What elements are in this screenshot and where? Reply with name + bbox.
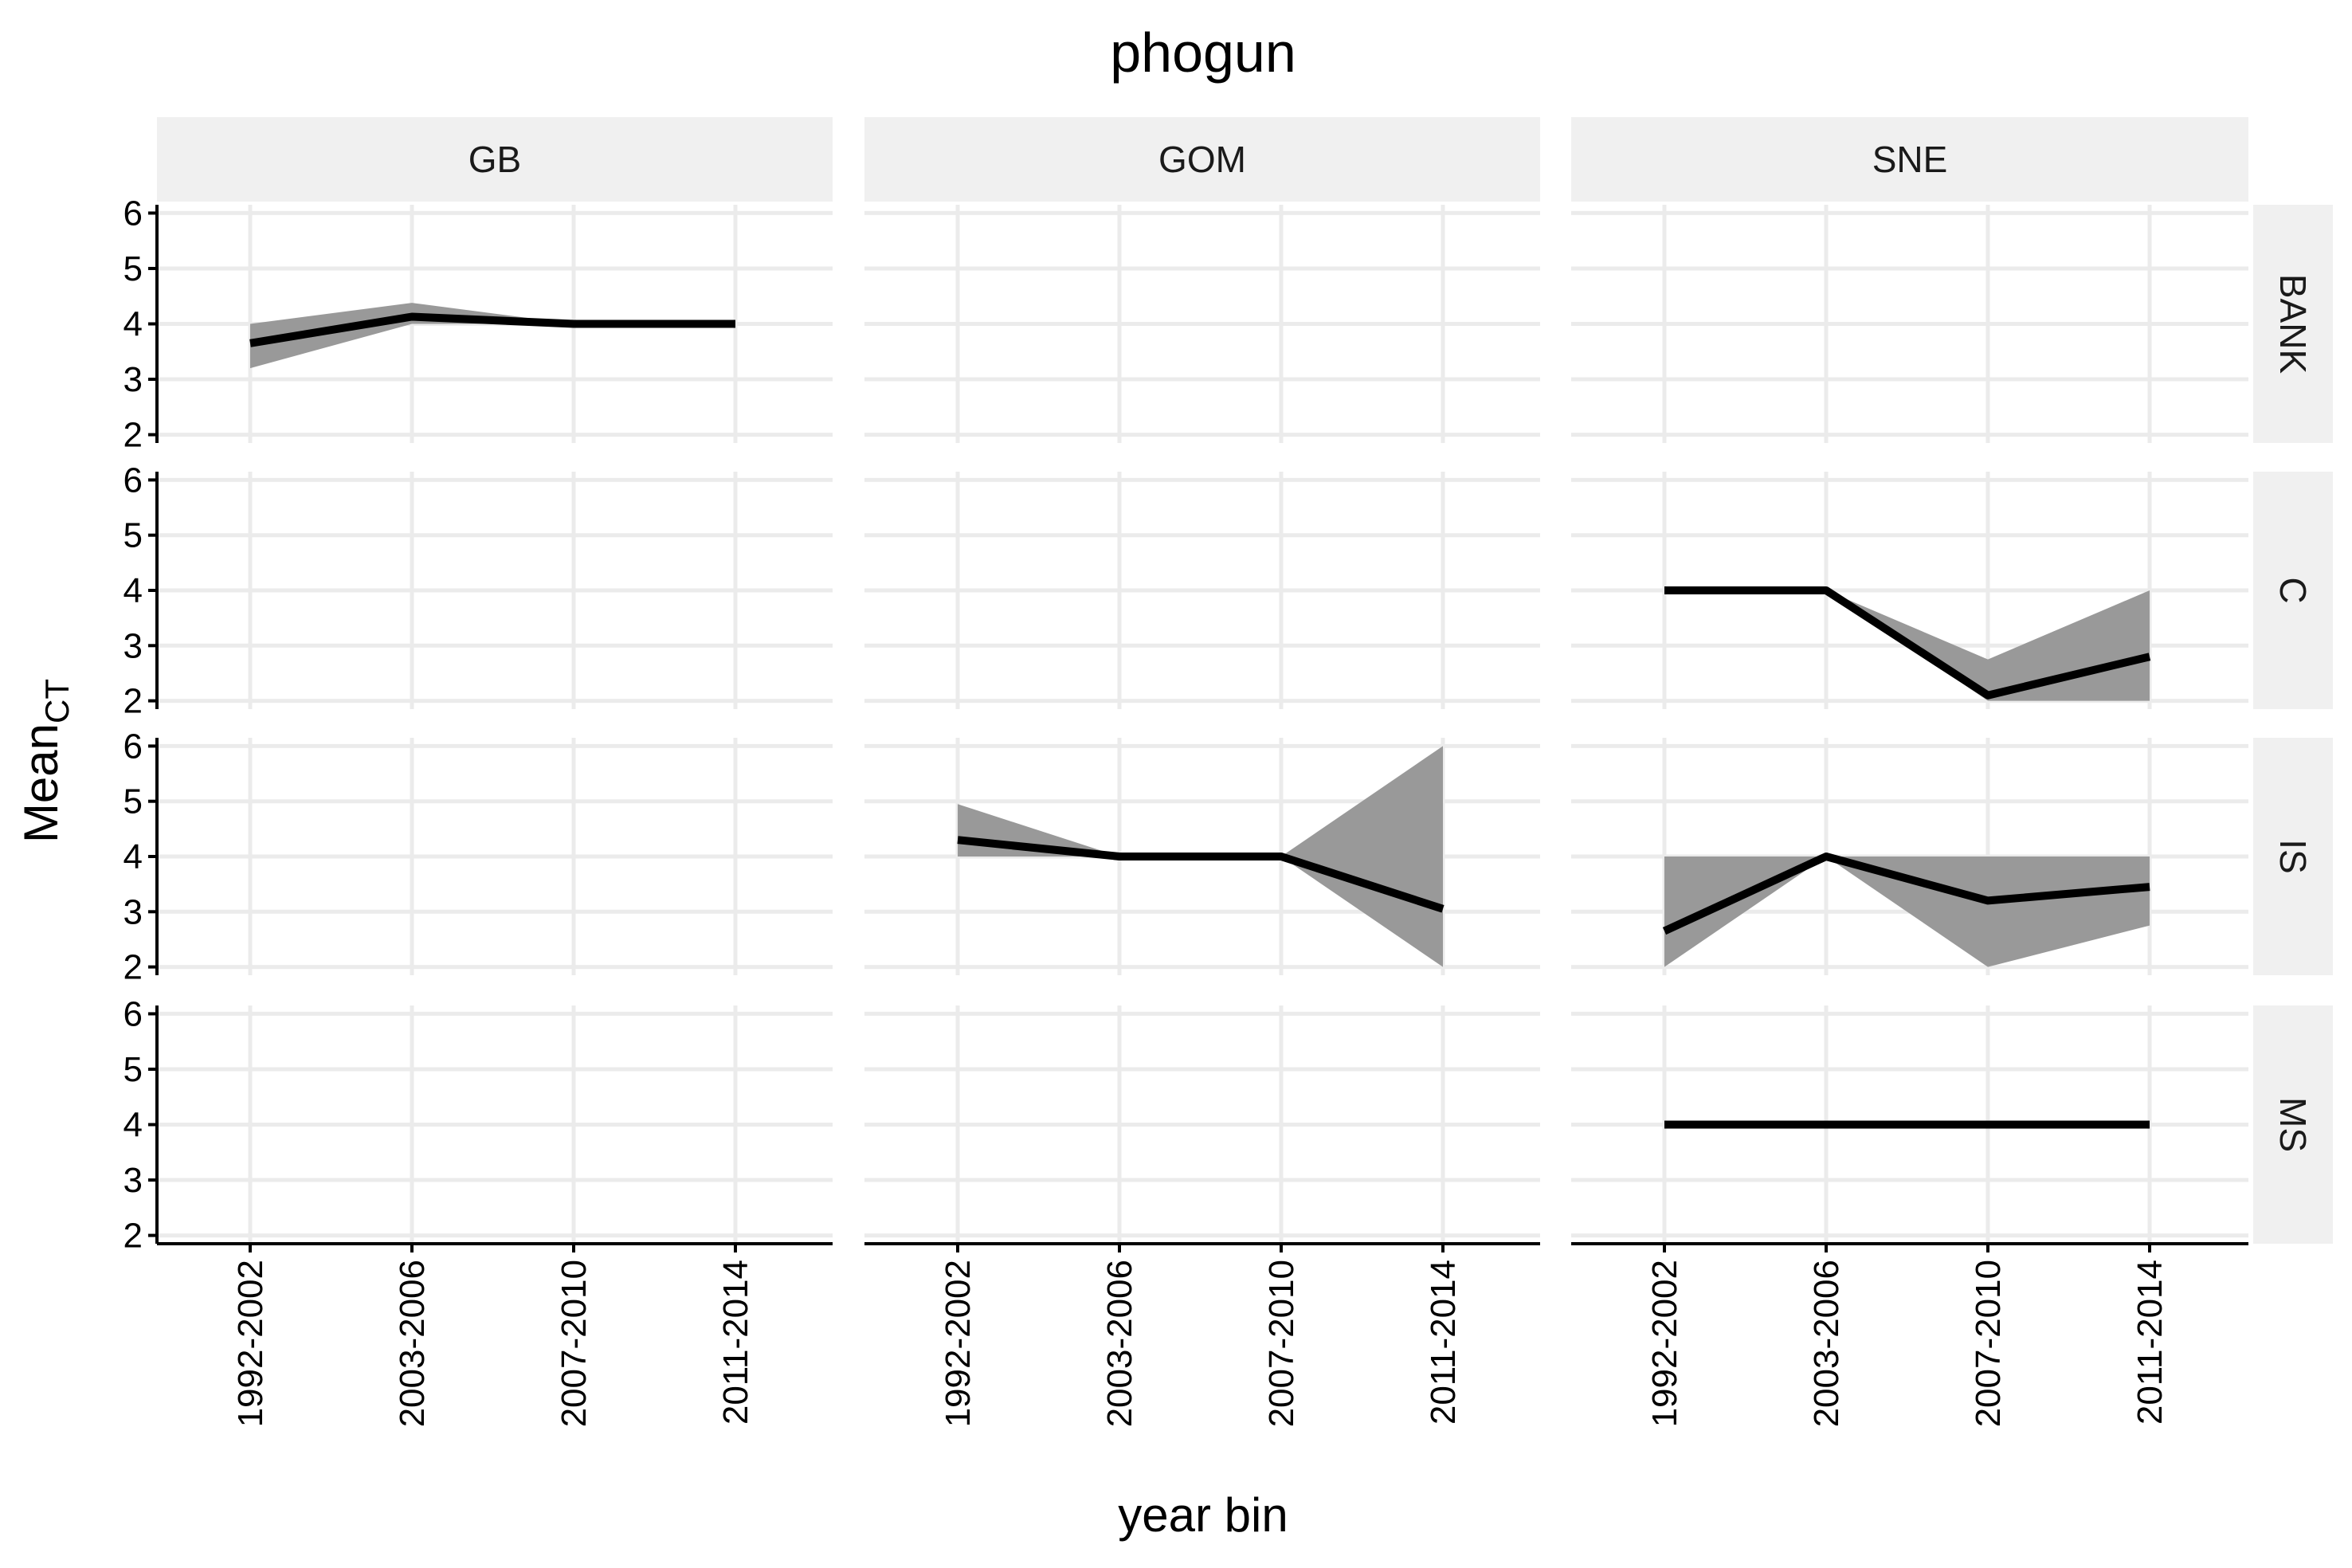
- panels-layer: GB GOM SNE BANK C IS MS 2 3 4 5 6 2 3 4 5 6 2 3 4 5 6 2 3 4 5 6 199…: [123, 117, 2333, 1427]
- column-strip-gb: [157, 117, 833, 202]
- x-tick-label-gom-1: 2003-2006: [1100, 1260, 1139, 1427]
- row-strip-label-c: C: [2272, 577, 2314, 603]
- y-tick-label-is-4: 4: [123, 837, 143, 876]
- mean-line-sne-is: [1662, 853, 2150, 935]
- x-tick-label-gom-0: 1992-2002: [939, 1260, 978, 1427]
- y-tick-label-ms-6: 6: [123, 994, 143, 1033]
- x-tick-label-gom-2: 2007-2010: [1262, 1260, 1301, 1427]
- y-tick-label-c-4: 4: [123, 571, 143, 610]
- y-tick-label-is-5: 5: [123, 782, 143, 821]
- confidence-band-gb-bank: [250, 303, 735, 369]
- row-strip-label-bank: BANK: [2272, 274, 2314, 374]
- y-tick-label-bank-3: 3: [123, 360, 143, 399]
- row-strip-ms: [2253, 1005, 2333, 1244]
- x-tick-label-gb-0: 1992-2002: [231, 1260, 270, 1427]
- row-strip-is: [2253, 738, 2333, 975]
- y-tick-label-ms-4: 4: [123, 1106, 143, 1145]
- column-strip-gom: [864, 117, 1540, 202]
- x-tick-label-gom-3: 2011-2014: [1424, 1260, 1463, 1425]
- x-tick-label-sne-0: 1992-2002: [1645, 1260, 1684, 1427]
- y-tick-label-bank-6: 6: [123, 194, 143, 233]
- y-tick-label-bank-5: 5: [123, 249, 143, 288]
- row-strip-c: [2253, 472, 2333, 709]
- y-axis-title-main: Mean: [14, 723, 68, 843]
- y-tick-label-is-3: 3: [123, 892, 143, 931]
- row-strip-label-is: IS: [2272, 839, 2314, 873]
- y-tick-label-c-2: 2: [123, 682, 143, 721]
- mean-line-gom-is: [957, 836, 1445, 913]
- x-tick-label-gb-1: 2003-2006: [393, 1260, 432, 1427]
- mean-line-sne-c: [1664, 586, 2151, 700]
- column-strip-label-gom: GOM: [1158, 139, 1246, 180]
- row-strip-bank: [2253, 205, 2333, 443]
- column-strip-label-gb: GB: [468, 139, 521, 180]
- y-tick-label-c-3: 3: [123, 626, 143, 665]
- y-tick-label-c-6: 6: [123, 461, 143, 500]
- y-tick-label-bank-4: 4: [123, 305, 143, 344]
- column-strip-label-sne: SNE: [1872, 139, 1948, 180]
- x-tick-label-gb-2: 2007-2010: [555, 1260, 594, 1427]
- y-tick-label-is-2: 2: [123, 948, 143, 987]
- y-axis-title: MeanCT: [14, 679, 76, 843]
- x-tick-label-gb-3: 2011-2014: [716, 1260, 755, 1425]
- row-strip-label-ms: MS: [2272, 1097, 2314, 1152]
- y-tick-label-ms-3: 3: [123, 1161, 143, 1200]
- column-strip-sne: [1571, 117, 2248, 202]
- confidence-band-sne-is: [1664, 857, 2150, 967]
- y-tick-label-ms-2: 2: [123, 1217, 143, 1256]
- y-tick-label-is-6: 6: [123, 727, 143, 766]
- y-tick-label-bank-2: 2: [123, 416, 143, 455]
- x-tick-label-sne-1: 2003-2006: [1807, 1260, 1846, 1427]
- y-tick-label-ms-5: 5: [123, 1050, 143, 1089]
- mean-line-gb-bank: [249, 312, 735, 347]
- x-axis-title: year bin: [1118, 1488, 1288, 1542]
- x-tick-label-sne-3: 2011-2014: [2131, 1260, 2170, 1425]
- x-tick-label-sne-2: 2007-2010: [1969, 1260, 2008, 1427]
- confidence-band-gom-is: [958, 746, 1443, 967]
- y-tick-label-c-5: 5: [123, 516, 143, 555]
- y-axis-title-subscript: CT: [38, 679, 76, 723]
- chart-title: phogun: [1110, 22, 1296, 84]
